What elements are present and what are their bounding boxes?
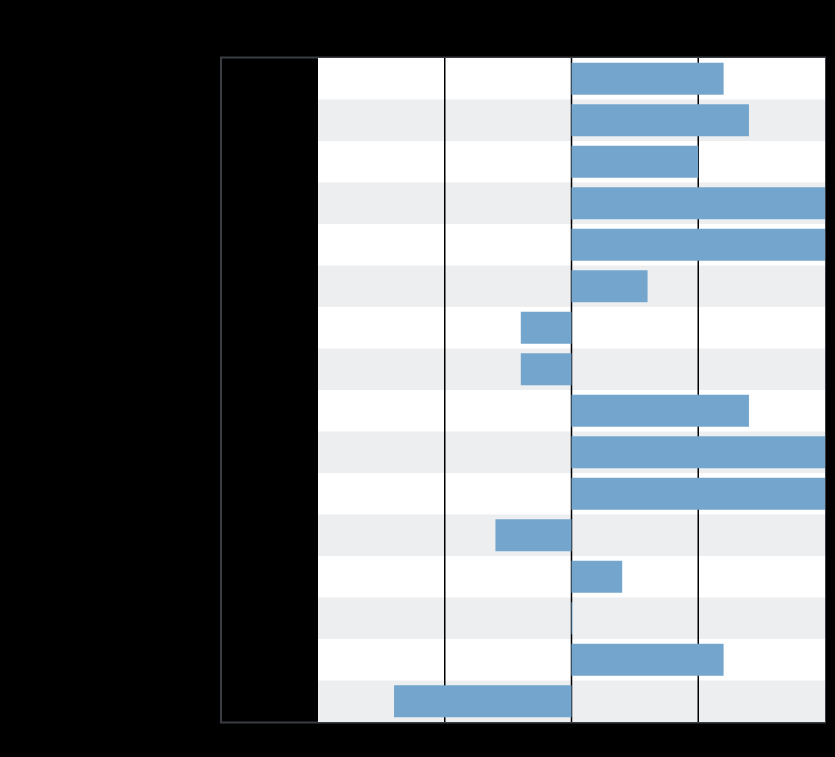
bar xyxy=(571,187,825,220)
bar xyxy=(520,311,572,344)
bar xyxy=(520,353,572,386)
x-tick-label: -1 xyxy=(439,732,450,746)
bar xyxy=(571,104,749,137)
x-tick-label: 1 xyxy=(695,732,702,746)
bar xyxy=(571,145,699,178)
x-tick-label: 0 xyxy=(568,732,575,746)
bar xyxy=(394,685,572,718)
x-tick-label: 2 xyxy=(822,732,829,746)
bar xyxy=(571,62,724,95)
bar xyxy=(571,394,749,427)
plot-area: -2 -1 0 1 2 xyxy=(313,58,829,746)
bar xyxy=(571,477,825,510)
bar xyxy=(495,519,572,552)
bar xyxy=(571,436,825,469)
bar xyxy=(571,228,825,261)
bar xyxy=(571,270,648,303)
x-tick-label: -2 xyxy=(313,732,324,746)
bar xyxy=(571,643,724,676)
bar xyxy=(571,560,623,593)
bar xyxy=(571,602,573,635)
